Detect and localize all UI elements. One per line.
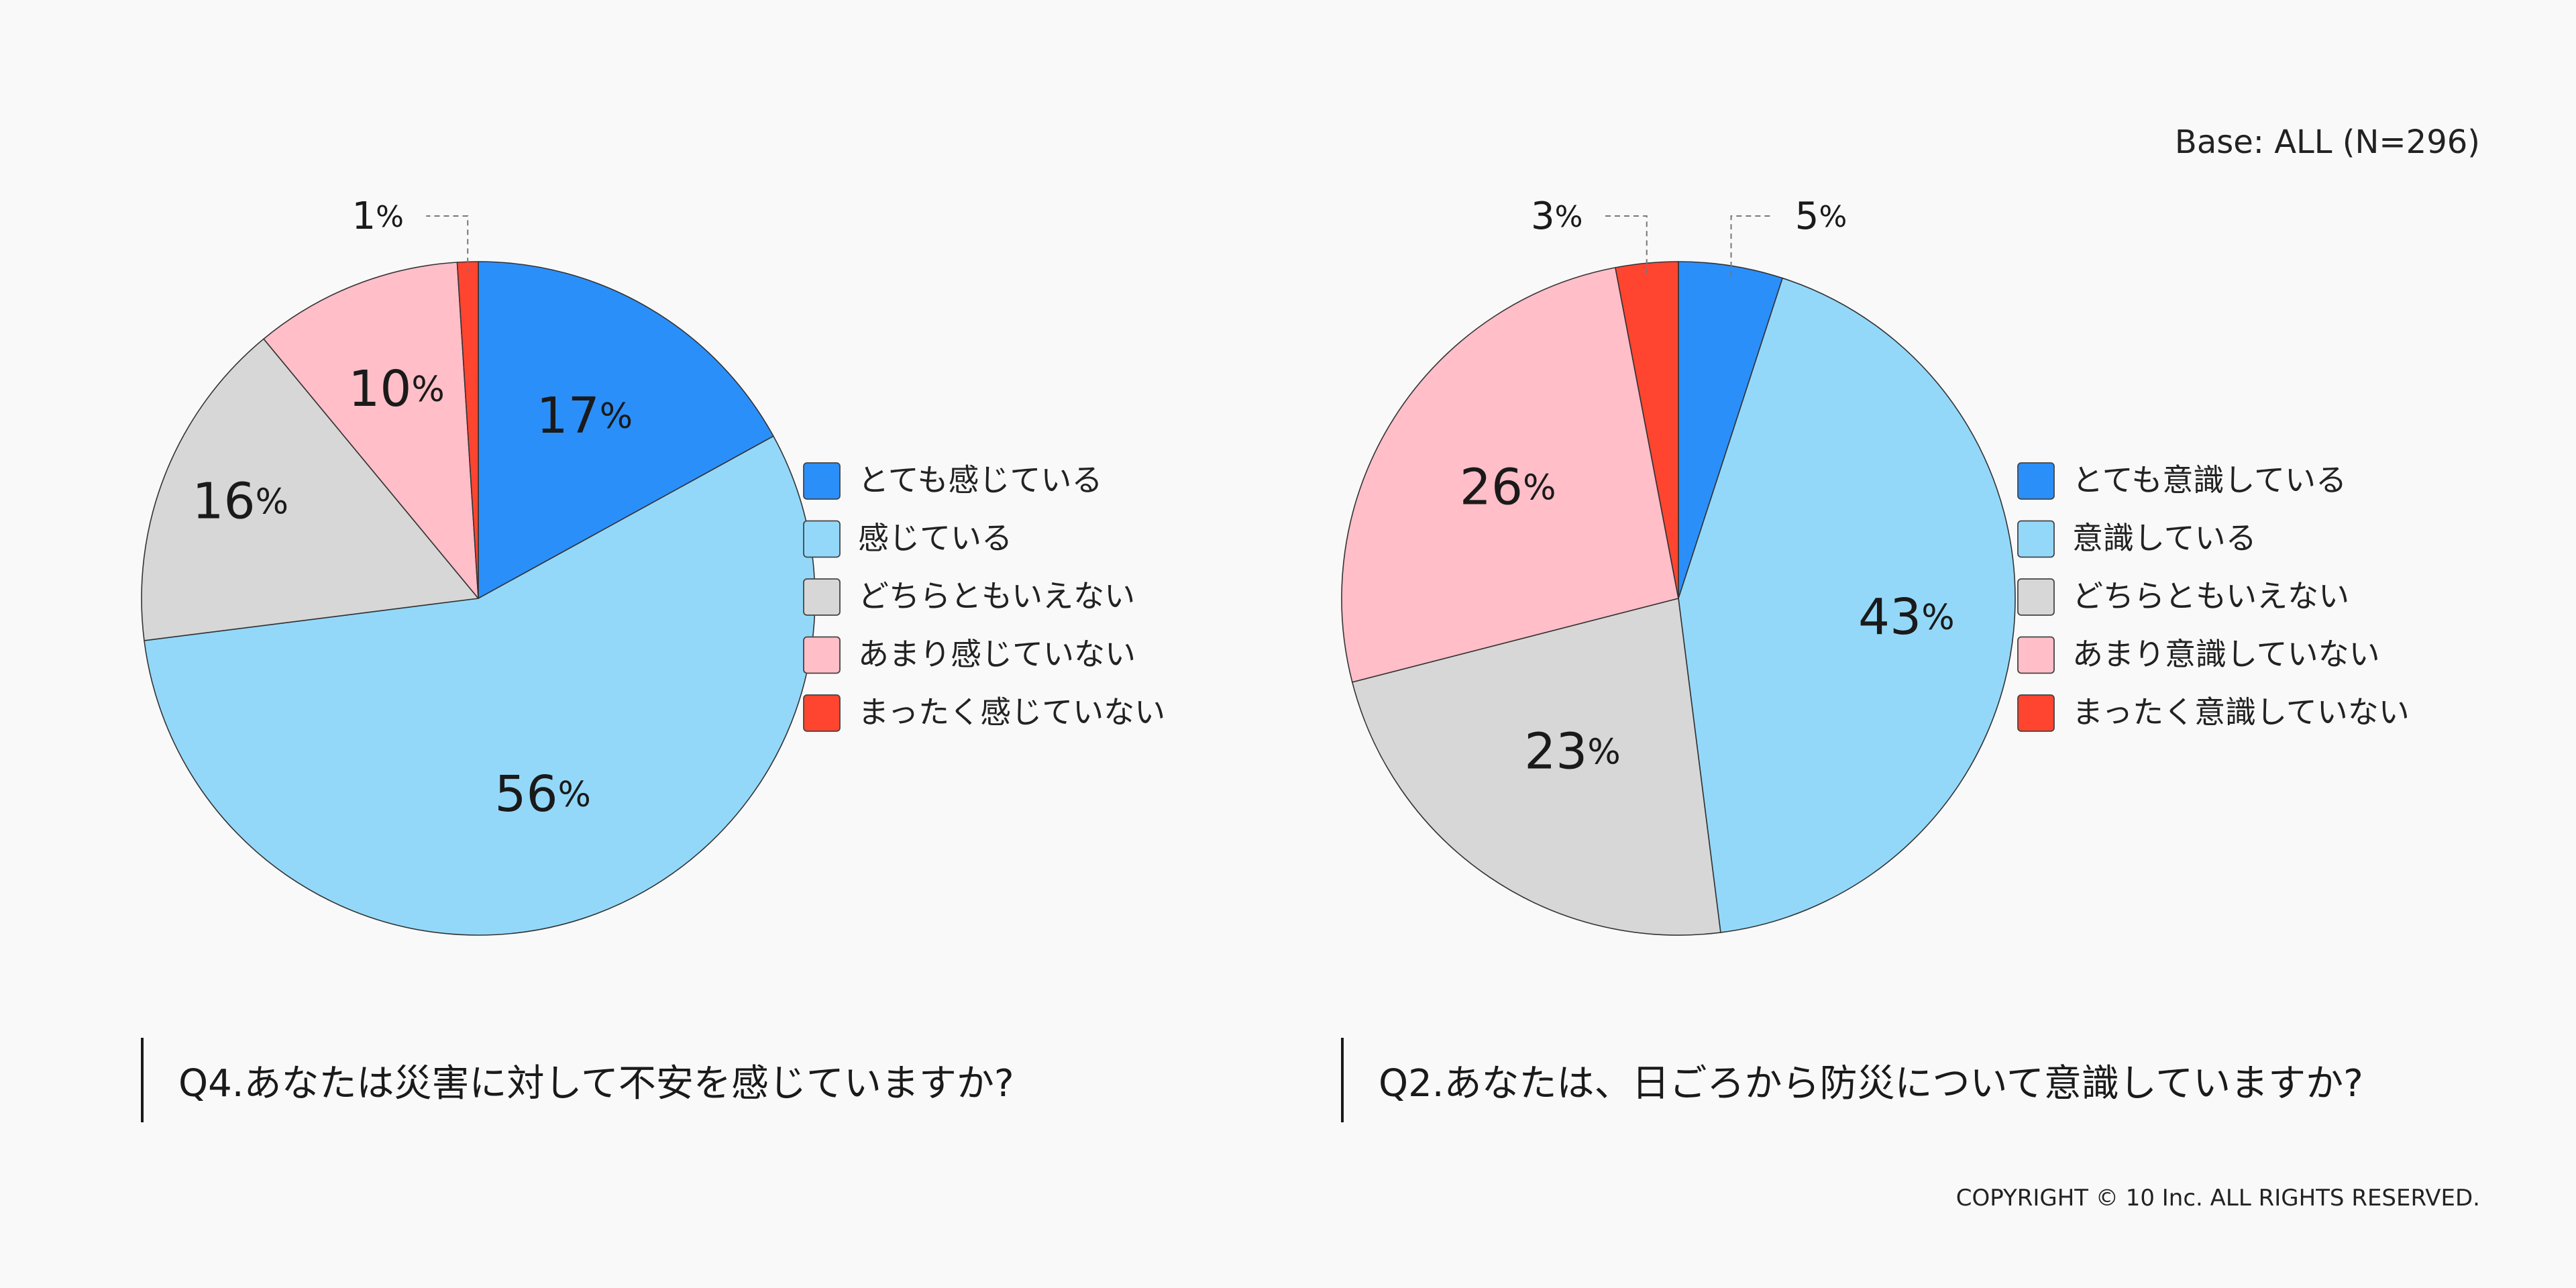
leader-line-5 [426,215,469,273]
slice-label-4: 26% [1460,458,1556,516]
legend-label-1: とても感じている [858,462,1102,498]
legend-label-1: とても意識している [2072,462,2347,498]
legend-label-2: 意識している [2072,520,2257,556]
slice-label-1: 17% [537,387,633,445]
legend-swatch-5 [2017,694,2055,732]
legend-label-3: どちらともいえない [2072,578,2349,614]
slice-label-2: 43% [1858,588,1955,646]
leader-line-5 [1605,215,1648,274]
legend-swatch-4 [2017,636,2055,674]
chart-2-question: Q2.あなたは、日ごろから防災について意識していますか? [1341,1038,2363,1122]
legend-swatch-2 [803,520,841,558]
leader-line-1 [1730,215,1773,277]
pie-slice-2 [1678,277,2016,933]
legend-swatch-3 [2017,578,2055,616]
legend-swatch-2 [2017,520,2055,558]
legend-swatch-4 [803,636,841,674]
pie-slice-1 [478,261,774,599]
legend-swatch-5 [803,694,841,732]
legend-label-4: あまり感じていない [858,636,1136,672]
pie-slice-4 [263,262,479,599]
slice-label-3: 23% [1524,722,1621,780]
chart-1-question: Q4.あなたは災害に対して不安を感じていますか? [141,1038,1014,1122]
legend-1: とても感じている感じているどちらともいえないあまり感じていないまったく感じていな… [803,462,1165,732]
slice-label-5: 3% [1531,195,1582,238]
slice-label-2: 56% [494,765,591,823]
slice-label-4: 10% [348,360,445,417]
pie-slice-3 [141,338,479,641]
legend-label-2: 感じている [858,520,1012,556]
legend-swatch-1 [803,462,841,500]
pie-chart-2: 5% 43% 23% 26% 3% [1341,195,2016,936]
legend-label-3: どちらともいえない [858,578,1135,614]
copyright: COPYRIGHT © 10 Inc. ALL RIGHTS RESERVED. [1955,1185,2480,1212]
pie-chart-1: 17% 56% 16% 10% 1% [141,195,816,936]
legend-swatch-1 [2017,462,2055,500]
slice-label-1: 5% [1795,195,1847,238]
legend-label-5: まったく意識していない [2072,694,2410,731]
slice-label-5: 1% [352,195,404,238]
pie-slice-4 [1341,267,1679,683]
legend-swatch-3 [803,578,841,616]
slice-label-3: 16% [192,472,288,530]
pie-slice-3 [1351,598,1721,936]
legend-label-4: あまり意識していない [2072,636,2380,672]
legend-2: とても意識している意識しているどちらともいえないあまり意識していないまったく意識… [2017,462,2410,732]
legend-label-5: まったく感じていない [858,694,1165,731]
base-note: Base: ALL (N=296) [2174,123,2480,161]
